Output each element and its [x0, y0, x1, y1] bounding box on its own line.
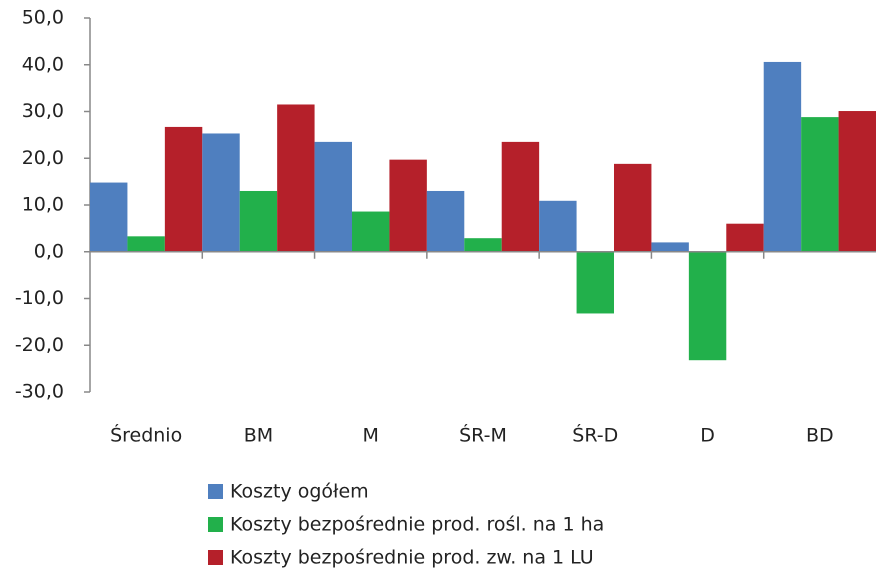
y-tick-label: -20,0	[15, 334, 64, 356]
bar	[539, 200, 577, 252]
y-tick-label: 40,0	[22, 53, 64, 75]
bar	[352, 211, 390, 252]
bar	[426, 190, 465, 252]
y-tick-label: -10,0	[15, 287, 64, 309]
x-tick-label: BM	[244, 425, 273, 447]
bar	[801, 117, 839, 252]
bar	[127, 236, 165, 252]
legend-swatch	[208, 517, 223, 532]
legend-swatch	[208, 484, 223, 499]
y-tick-label: 10,0	[22, 194, 64, 216]
bar	[614, 163, 652, 252]
y-tick-label: -30,0	[15, 381, 64, 403]
x-tick-label: BD	[806, 425, 834, 447]
bar	[239, 190, 278, 252]
bar	[651, 242, 689, 252]
bar	[464, 238, 502, 252]
bar	[202, 133, 240, 252]
legend-label: Koszty ogółem	[230, 481, 369, 503]
bar	[501, 141, 540, 252]
bar	[726, 223, 764, 252]
bar	[164, 126, 203, 252]
x-tick-label: D	[700, 425, 715, 447]
x-tick-label: ŚR-D	[572, 423, 618, 447]
bar	[838, 111, 876, 252]
y-tick-label: 30,0	[22, 100, 64, 122]
bar	[688, 251, 727, 361]
legend-label: Koszty bezpośrednie prod. zw. na 1 LU	[230, 547, 594, 569]
x-tick-label: M	[363, 425, 379, 447]
y-tick-label: 0,0	[34, 240, 64, 262]
bar	[90, 182, 128, 252]
legend-swatch	[208, 550, 223, 565]
y-tick-label: 50,0	[22, 7, 64, 29]
bar	[576, 251, 614, 314]
x-tick-label: Średnio	[110, 423, 182, 447]
bar	[314, 141, 352, 252]
bar	[763, 61, 802, 252]
x-tick-label: ŚR-M	[459, 423, 507, 447]
y-tick-label: 20,0	[22, 147, 64, 169]
bar	[389, 159, 427, 252]
bar	[277, 104, 315, 252]
legend-label: Koszty bezpośrednie prod. rośl. na 1 ha	[230, 514, 604, 536]
